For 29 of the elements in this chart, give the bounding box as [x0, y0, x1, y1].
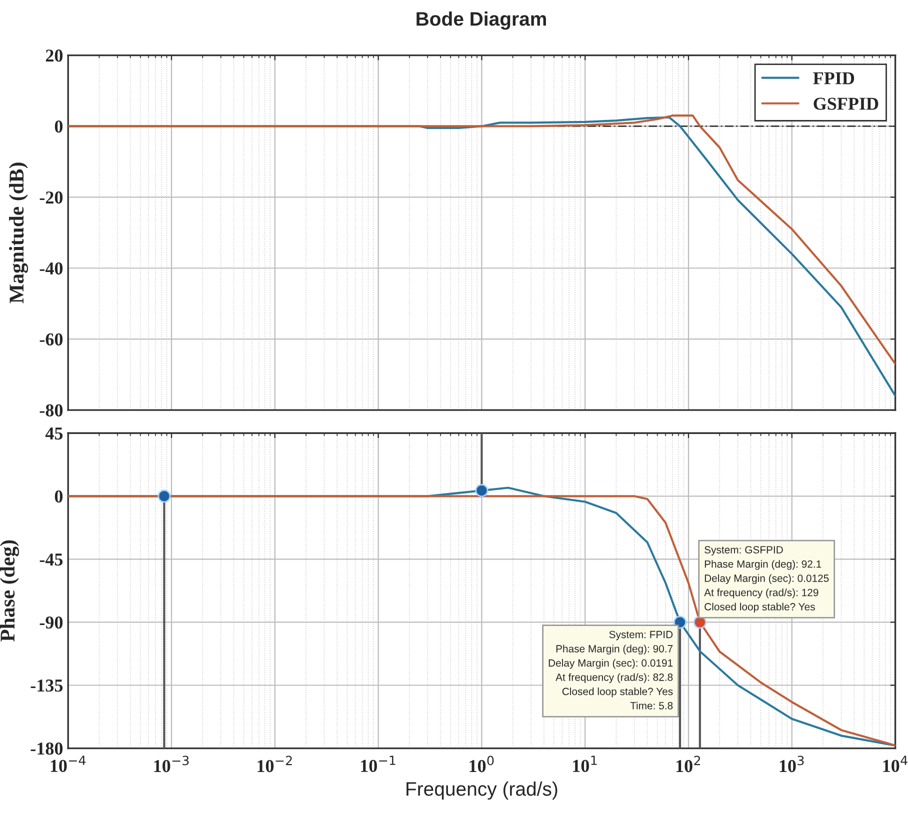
y-tick-label: 0	[54, 120, 63, 133]
y-axis-title: Phase (deg)	[0, 540, 20, 642]
y-tick-label: 0	[54, 490, 63, 503]
y-tick-label: -40	[40, 262, 63, 275]
y-tick-label: -60	[40, 333, 63, 346]
y-tick-label: -135	[30, 680, 63, 692]
chart-title: Bode Diagram	[416, 12, 546, 30]
annotation: System: GSFPID Phase Margin (deg): 92.1 Delay Margin (sec): 0.0125 At frequency (rad/s): 129 Closed loop stable? Yes	[704, 546, 829, 612]
x-tick-label: 10$^{1}$	[573, 756, 597, 772]
legend-label: FPID	[813, 72, 854, 84]
y-tick-label: -20	[40, 191, 63, 204]
legend-label: GSFPID	[814, 98, 878, 110]
y-tick-label: -45	[40, 554, 63, 566]
x-tick-label: 10$^{−4}$	[50, 756, 86, 772]
x-tick-label: 10$^{3}$	[780, 756, 804, 772]
y-tick-label: -80	[40, 404, 63, 416]
y-tick-label: -90	[40, 616, 63, 629]
y-tick-label: 20	[46, 50, 63, 62]
x-tick-label: 10$^{4}$	[883, 756, 908, 772]
x-tick-label: 10$^{2}$	[676, 756, 700, 772]
y-tick-label: -180	[30, 742, 63, 755]
x-tick-label: 10$^{0}$	[470, 756, 494, 772]
x-axis-title: Frequency (rad/s)	[406, 782, 558, 800]
x-tick-label: 10$^{−2}$	[258, 756, 292, 772]
x-tick-label: 10$^{−1}$	[361, 756, 396, 772]
y-axis-title: Magnitude (dB)	[9, 162, 28, 304]
y-tick-label: 45	[45, 428, 63, 440]
annotation: System: FPID Phase Margin (deg): 90.7 Delay Margin (sec): 0.0191 At frequency (rad/s): 82.8 Closed loop stable? Yes Time: 5.8	[548, 630, 673, 710]
x-tick-label: 10$^{−3}$	[154, 756, 189, 772]
